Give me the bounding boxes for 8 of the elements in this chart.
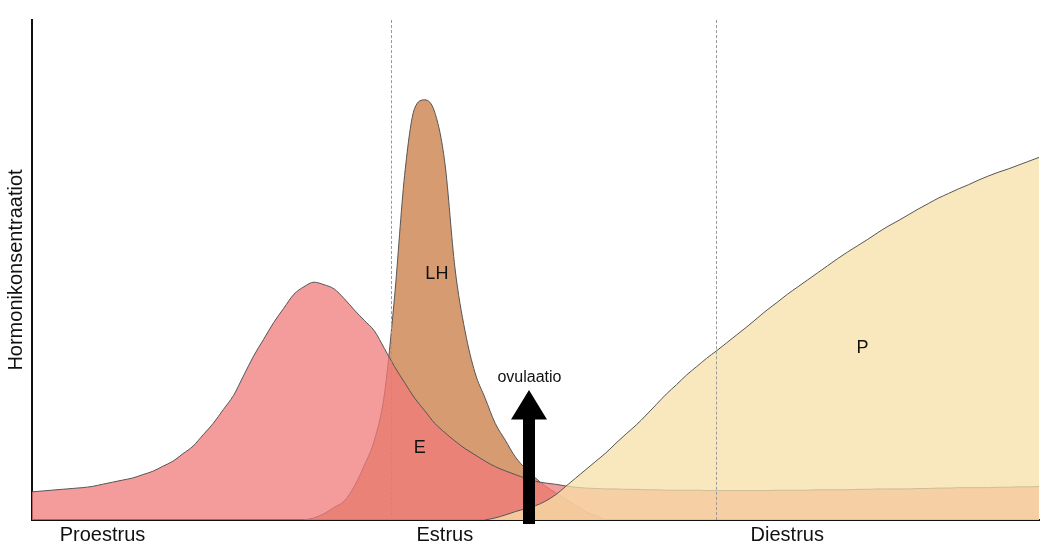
y-axis-title: Hormonikonsentraatiot <box>3 168 26 371</box>
x-tick-label: Estrus <box>416 522 474 545</box>
x-tick-label: Proestrus <box>59 522 146 545</box>
series-label: LH <box>425 262 449 283</box>
series-label: E <box>413 437 426 458</box>
series-label: P <box>856 337 869 358</box>
x-tick-label: Diestrus <box>750 522 824 545</box>
annotation: ovulaatio <box>497 368 562 386</box>
